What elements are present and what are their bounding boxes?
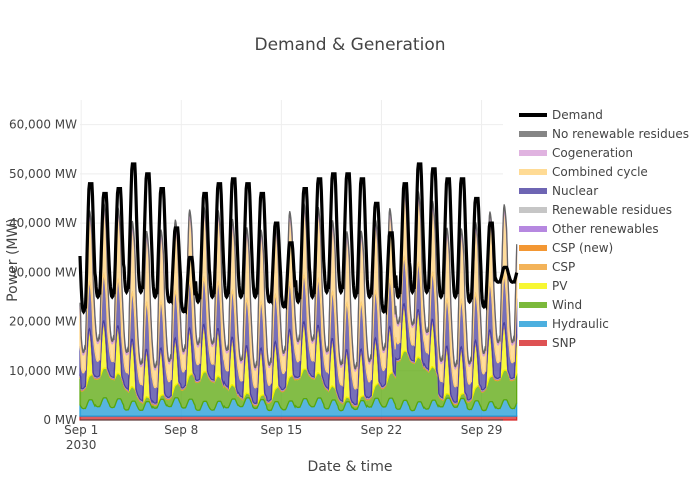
y-axis-title: Power (MW) xyxy=(5,218,21,302)
chart-title: Demand & Generation xyxy=(255,35,446,55)
legend-label: Wind xyxy=(552,298,582,312)
legend[interactable]: Demand No renewable residues Cogeneration C… xyxy=(519,108,689,350)
legend-label: Other renewables xyxy=(552,222,659,236)
legend-item-pv[interactable]: PV xyxy=(519,279,568,293)
y-tick-label: 30,000 MW xyxy=(9,265,77,279)
legend-label: No renewable residues xyxy=(552,127,689,141)
x-tick-label: Sep 1 xyxy=(64,423,98,437)
legend-item-no-renewable-residues[interactable]: No renewable residues xyxy=(519,127,689,141)
area-no-renewable-residues xyxy=(79,185,518,370)
legend-item-snp[interactable]: SNP xyxy=(519,336,576,350)
legend-label: Cogeneration xyxy=(552,146,633,160)
legend-item-cogeneration[interactable]: Cogeneration xyxy=(519,146,633,160)
y-tick-label: 10,000 MW xyxy=(9,364,77,378)
legend-item-renewable-residues[interactable]: Renewable residues xyxy=(519,203,672,217)
x-tick-label: Sep 15 xyxy=(261,423,303,437)
y-tick-label: 40,000 MW xyxy=(9,216,77,230)
x-axis-title: Date & time xyxy=(308,459,393,475)
axis-layer: 0 MW 10,000 MW 20,000 MW 30,000 MW 40,000 MW… xyxy=(9,118,503,452)
legend-label: SNP xyxy=(552,336,576,350)
x-tick-sublabel: 2030 xyxy=(66,438,97,452)
x-tick-label: Sep 22 xyxy=(361,423,403,437)
legend-label: CSP (new) xyxy=(552,241,613,255)
legend-item-other-renewables[interactable]: Other renewables xyxy=(519,222,659,236)
legend-label: Hydraulic xyxy=(552,317,609,331)
legend-item-hydraulic[interactable]: Hydraulic xyxy=(519,317,609,331)
y-tick-label: 0 MW xyxy=(43,413,77,427)
x-tick-label: Sep 29 xyxy=(461,423,503,437)
legend-label: Renewable residues xyxy=(552,203,672,217)
legend-item-demand[interactable]: Demand xyxy=(519,108,603,122)
legend-item-combined-cycle[interactable]: Combined cycle xyxy=(519,165,648,179)
x-tick-label: Sep 8 xyxy=(164,423,198,437)
legend-label: PV xyxy=(552,279,568,293)
legend-label: Demand xyxy=(552,108,603,122)
legend-item-nuclear[interactable]: Nuclear xyxy=(519,184,598,198)
legend-item-csp[interactable]: CSP xyxy=(519,260,575,274)
legend-item-wind[interactable]: Wind xyxy=(519,298,582,312)
legend-item-csp-new-[interactable]: CSP (new) xyxy=(519,241,613,255)
y-tick-label: 60,000 MW xyxy=(9,118,77,132)
y-tick-label: 50,000 MW xyxy=(9,167,77,181)
demand-line xyxy=(78,162,519,316)
data-layer xyxy=(78,162,519,421)
legend-label: CSP xyxy=(552,260,575,274)
legend-label: Nuclear xyxy=(552,184,598,198)
legend-label: Combined cycle xyxy=(552,165,648,179)
y-tick-label: 20,000 MW xyxy=(9,315,77,329)
